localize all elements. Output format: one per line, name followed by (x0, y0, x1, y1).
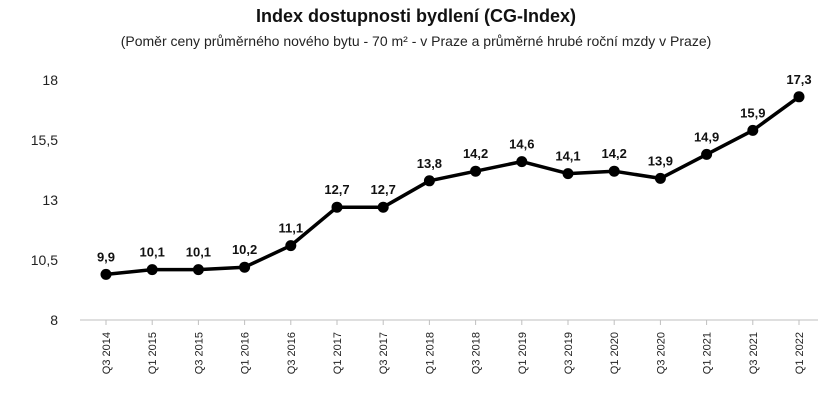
data-point (423, 175, 435, 187)
x-tick-label: Q3 2016 (286, 332, 298, 374)
data-label: 14,1 (555, 149, 580, 164)
x-tick-label: Q1 2022 (794, 332, 806, 374)
x-tick-label: Q3 2015 (193, 332, 205, 374)
x-tick-label: Q1 2017 (332, 332, 344, 374)
data-point (377, 201, 389, 213)
x-tick-label: Q3 2018 (471, 332, 483, 374)
x-tick-label: Q3 2019 (563, 332, 575, 374)
data-label: 14,9 (694, 129, 719, 144)
y-tick-label: 13 (42, 192, 58, 208)
data-label: 13,8 (417, 156, 442, 171)
data-label: 14,2 (602, 146, 627, 161)
x-tick-label: Q3 2021 (748, 332, 760, 374)
data-label: 17,3 (786, 72, 811, 87)
x-tick-label: Q1 2020 (609, 332, 621, 374)
data-label: 10,1 (140, 245, 165, 260)
data-label: 12,7 (324, 182, 349, 197)
data-label: 14,6 (509, 137, 534, 152)
data-point (562, 168, 574, 180)
y-tick-label: 18 (42, 72, 58, 88)
x-tick-label: Q1 2021 (702, 332, 714, 374)
data-point (146, 264, 158, 276)
data-point (608, 165, 620, 177)
data-label: 9,9 (97, 249, 115, 264)
x-tick-label: Q3 2014 (101, 332, 113, 374)
data-point (516, 156, 528, 168)
x-tick-label: Q3 2020 (655, 332, 667, 374)
y-tick-label: 8 (50, 312, 58, 328)
y-tick-label: 15,5 (31, 132, 58, 148)
axes: 8 10,5 13 15,5 18 Q3 2014 Q1 2015 Q3 2015 Q1 201… (31, 72, 818, 374)
data-label: 13,9 (648, 153, 673, 168)
series-path (104, 95, 801, 277)
data-point (239, 261, 251, 273)
x-tick-label: Q1 2018 (424, 332, 436, 374)
x-tick-label: Q1 2019 (517, 332, 529, 374)
x-tick-label: Q1 2016 (240, 332, 252, 374)
data-point (701, 148, 713, 160)
y-tick-label: 10,5 (31, 252, 58, 268)
x-tick-label: Q1 2015 (147, 332, 159, 374)
data-point (100, 268, 112, 280)
series-line (100, 91, 805, 280)
data-point (793, 91, 805, 103)
data-labels: 9,9 10,1 10,1 10,2 11,1 12,7 12,7 13,8 14,2 14,6 1… (97, 72, 812, 265)
chart-subtitle: (Poměr ceny průměrného nového bytu - 70 … (120, 33, 712, 49)
data-label: 10,1 (186, 245, 211, 260)
data-point (747, 124, 759, 136)
data-point (470, 165, 482, 177)
chart-title: Index dostupnosti bydlení (CG-Index) (255, 6, 576, 26)
data-point (654, 172, 666, 184)
data-label: 10,2 (232, 242, 257, 257)
data-label: 14,2 (463, 146, 488, 161)
x-tick-label: Q3 2017 (378, 332, 390, 374)
data-label: 15,9 (740, 105, 765, 120)
data-point (331, 201, 343, 213)
data-point (192, 264, 204, 276)
data-point (285, 240, 297, 252)
data-label: 12,7 (371, 182, 396, 197)
data-label: 11,1 (279, 221, 304, 236)
